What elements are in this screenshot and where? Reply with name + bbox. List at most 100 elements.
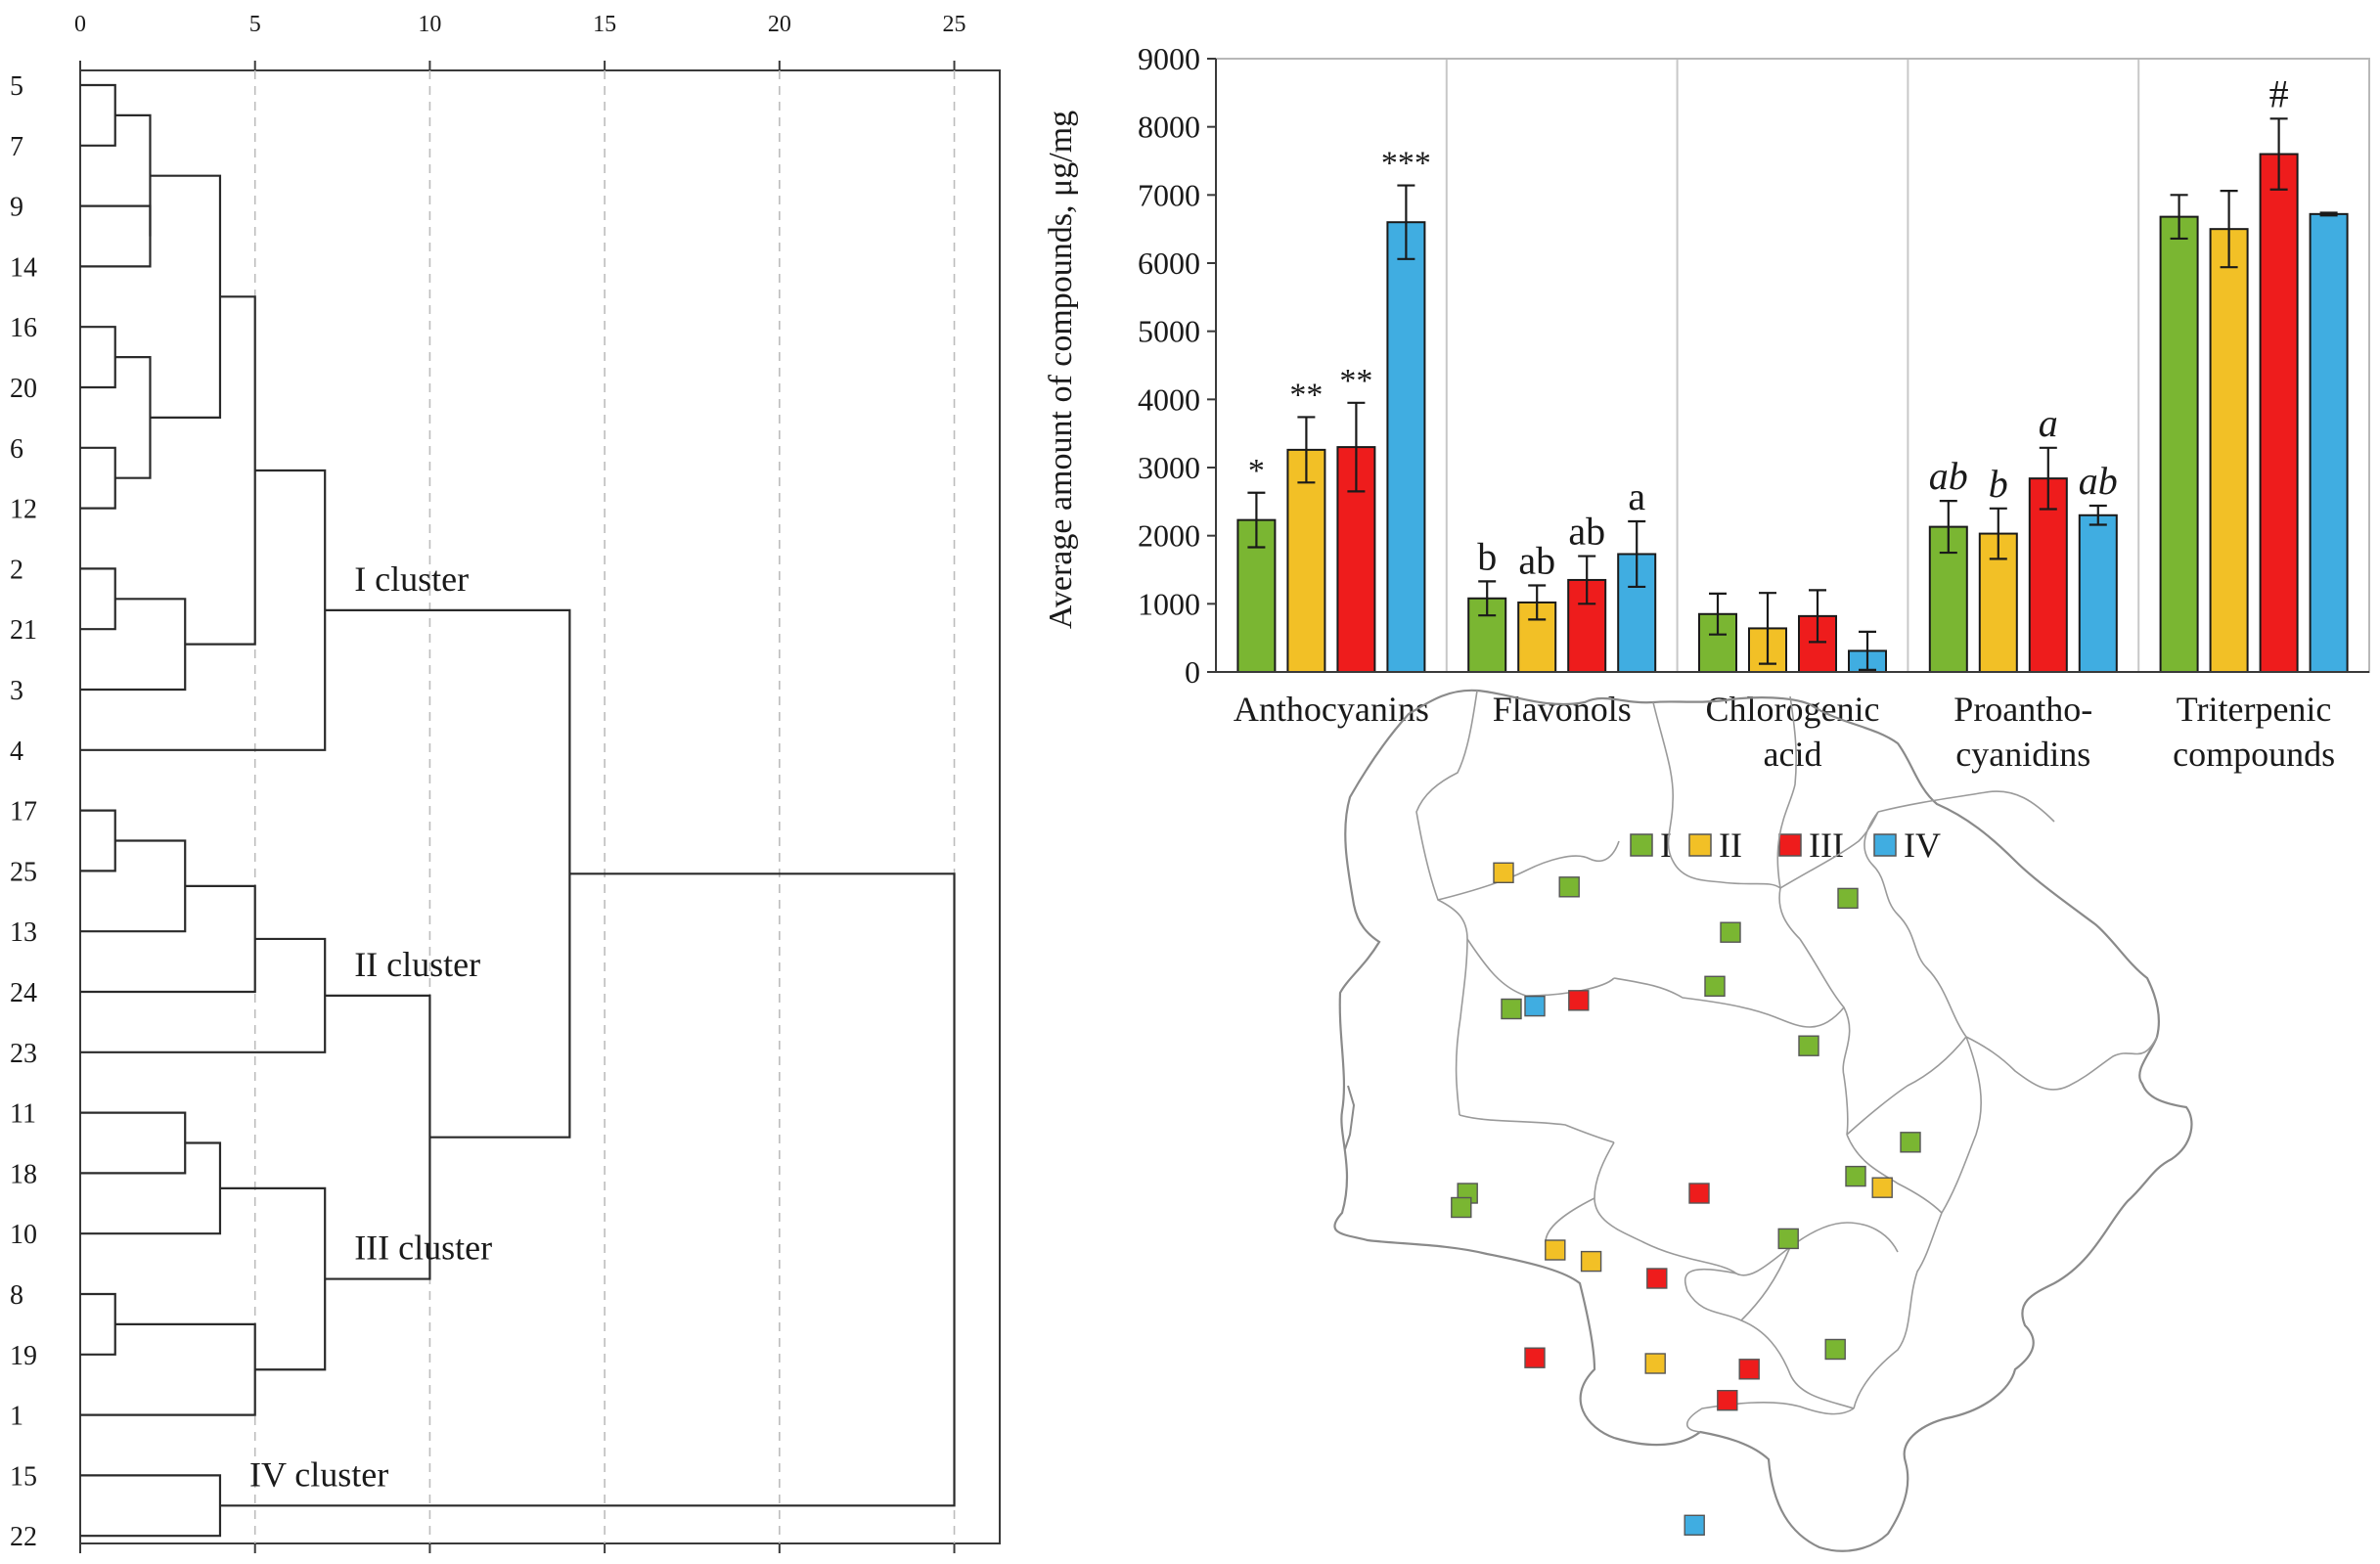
bar-iii	[1336, 446, 1376, 673]
map-site-marker-i	[1900, 1132, 1921, 1153]
curonian-spit	[1344, 1085, 1356, 1150]
dendrogram-panel: 0 5 10 15 20 25 57914162061222134172513242311…	[10, 12, 1001, 1553]
bar-chart-category-label: Anthocyanins	[1234, 690, 1429, 729]
dendrogram-link	[80, 567, 116, 631]
dendrogram-link	[325, 994, 431, 1280]
dendrogram-link	[80, 884, 256, 994]
dendrogram-leaf-label: 25	[10, 857, 37, 887]
bar-ii	[1286, 448, 1326, 673]
dendrogram-link	[80, 839, 187, 933]
dendrogram-link	[80, 446, 116, 510]
dendrogram-leaf-label: 12	[10, 495, 37, 525]
bar-chart-y-tick-label: 4000	[1138, 381, 1200, 417]
map-site-marker-iii	[1524, 1347, 1546, 1368]
dendrogram-cluster-label: II cluster	[354, 945, 480, 984]
bar-chart-y-axis-label: Average amount of compounds, μg/mg	[1043, 111, 1079, 629]
dendrogram-link	[80, 1292, 116, 1356]
dendrogram-x-tick-label: 5	[249, 12, 261, 37]
map-site-marker-ii	[1644, 1353, 1666, 1374]
dendrogram-link	[185, 295, 256, 646]
dendrogram-leaf-label: 11	[10, 1099, 36, 1130]
dendrogram-leaf-label: 16	[10, 313, 37, 343]
dendrogram-link	[80, 1141, 222, 1235]
legend-swatch-i	[1630, 833, 1653, 857]
bar-chart-y-tick-label: 5000	[1138, 314, 1200, 349]
significance-label: ab	[1568, 510, 1605, 554]
dendrogram-link	[80, 204, 152, 268]
dendrogram-leaf-label: 10	[10, 1220, 37, 1250]
significance-label: **	[1289, 377, 1323, 413]
bar-chart-category-label-line: compounds	[2173, 735, 2335, 774]
significance-label: #	[2269, 71, 2289, 115]
dendrogram-leaf-label: 15	[10, 1461, 37, 1492]
bar-chart-category-label: Flavonols	[1493, 690, 1632, 729]
bar-ii	[2209, 228, 2249, 674]
dendrogram-x-tick-label: 0	[74, 12, 86, 37]
dendrogram-link	[150, 174, 222, 419]
significance-label: *	[1248, 453, 1265, 489]
bar-iii	[2028, 477, 2068, 673]
dendrogram-link	[114, 113, 152, 237]
map-site-marker-iv	[1524, 995, 1546, 1017]
dendrogram-link	[80, 598, 187, 692]
cluster-legend: I II III IV	[1630, 826, 1941, 865]
map-site-marker-i	[1704, 975, 1726, 997]
legend-swatch-ii	[1688, 833, 1712, 857]
dendrogram-leaf-label: 22	[10, 1522, 37, 1552]
bar-chart-y-tick-label: 0	[1185, 654, 1200, 690]
map-site-marker-i	[1845, 1165, 1866, 1187]
bar-chart-category-label-line: Flavonols	[1493, 690, 1632, 729]
dendrogram-link	[80, 809, 116, 872]
dendrogram-x-tick-label: 20	[768, 12, 791, 37]
significance-label: ab	[2079, 459, 2118, 503]
significance-label: a	[1628, 474, 1645, 518]
dendrogram-cluster-label: IV cluster	[249, 1454, 388, 1494]
dendrogram-link	[80, 469, 327, 751]
dendrogram-leaf-label: 18	[10, 1159, 37, 1189]
dendrogram-leaf-label: 9	[10, 193, 23, 223]
significance-label: b	[1477, 534, 1497, 578]
region-boundaries	[1415, 690, 2158, 1433]
map-site-marker-i	[1501, 998, 1522, 1020]
country-outline	[1333, 689, 2193, 1552]
significance-label: **	[1339, 363, 1372, 399]
map-site-marker-ii	[1871, 1177, 1893, 1198]
dendrogram-link	[219, 1186, 327, 1371]
dendrogram-x-tick-label: 25	[943, 12, 966, 37]
map-site-marker-i	[1824, 1338, 1846, 1361]
dendrogram-leaf-label: 3	[10, 676, 23, 706]
significance-label: ab	[1518, 539, 1555, 583]
map-site-marker-ii	[1580, 1250, 1602, 1273]
bar-iv	[2309, 212, 2349, 673]
legend-swatch-iv	[1873, 833, 1897, 857]
map-site-marker-i	[1837, 887, 1859, 910]
dendrogram-leaf-label: 6	[10, 434, 23, 465]
bar-chart-y-tick-label: 2000	[1138, 518, 1200, 554]
dendrogram-leaf-label: 13	[10, 917, 37, 948]
dendrogram-link	[80, 83, 116, 147]
bar-chart-category-label: Chlorogenic acid	[1706, 690, 1880, 774]
significance-label: a	[2039, 401, 2058, 445]
bar-i	[2159, 215, 2199, 673]
bar-iv	[2078, 514, 2118, 673]
dendrogram-leaf-label: 21	[10, 615, 37, 646]
dendrogram-leaf-label: 20	[10, 374, 37, 404]
dendrogram-leaf-label: 17	[10, 797, 37, 827]
dendrogram-leaf-label: 1	[10, 1402, 23, 1432]
dendrogram-x-tick-label: 10	[418, 12, 441, 37]
dendrogram-link	[80, 1322, 256, 1416]
significance-label: b	[1989, 462, 2008, 506]
dendrogram-leaf-label: 14	[10, 252, 37, 283]
dendrogram-leaf-label: 2	[10, 555, 23, 585]
dendrogram-frame	[79, 69, 1001, 1544]
dendrogram-leaf-label: 7	[10, 132, 23, 162]
map-site-marker-ii	[1493, 862, 1514, 883]
dendrogram-link	[114, 356, 152, 479]
map-site-marker-i	[1451, 1196, 1472, 1219]
lithuania-map	[1333, 689, 2193, 1552]
significance-label: ***	[1381, 146, 1431, 182]
bar-iii	[2259, 153, 2299, 674]
bar-chart-y-tick-label: 9000	[1138, 41, 1200, 76]
dendrogram-link	[80, 326, 116, 389]
dendrogram-cluster-label: III cluster	[354, 1229, 492, 1268]
